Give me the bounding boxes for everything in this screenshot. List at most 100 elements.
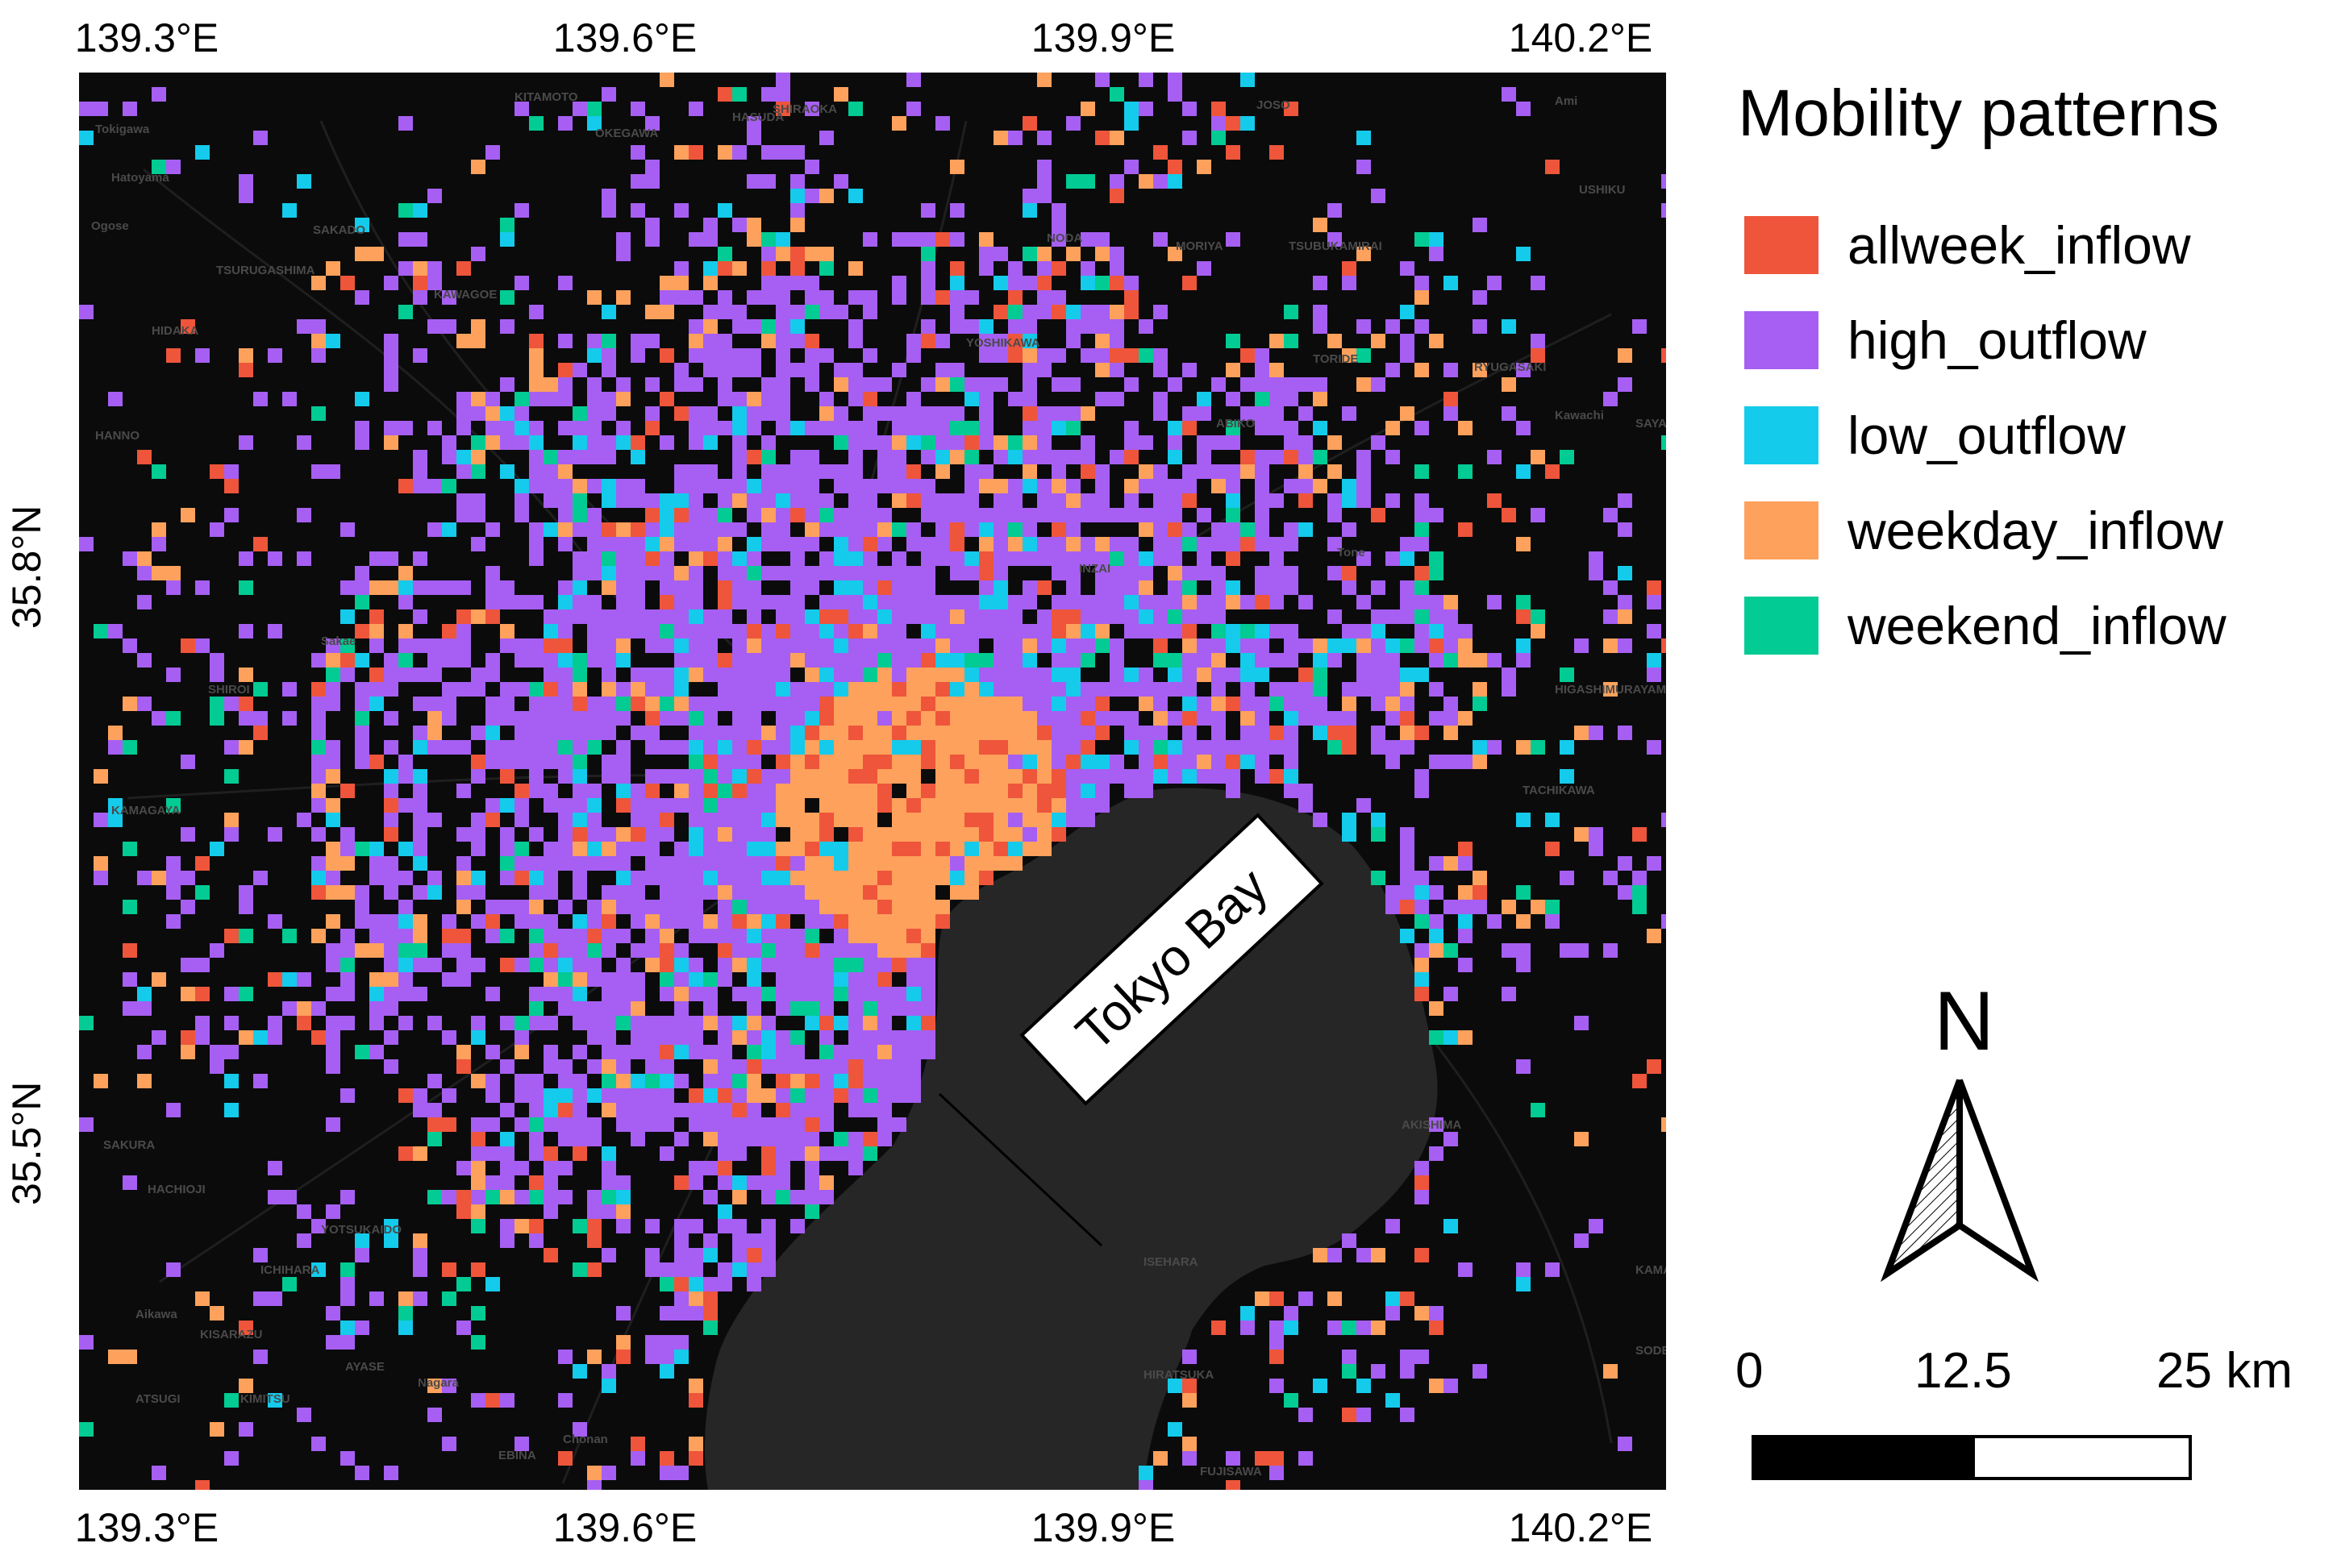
cell-high-outflow bbox=[514, 740, 529, 755]
cell-allweek-inflow bbox=[311, 682, 326, 697]
cell-weekday-inflow bbox=[747, 638, 761, 653]
cell-high-outflow bbox=[935, 551, 950, 566]
cell-high-outflow bbox=[732, 1248, 747, 1262]
cell-high-outflow bbox=[1240, 638, 1255, 653]
cell-weekend-inflow bbox=[776, 1190, 790, 1204]
cell-high-outflow bbox=[848, 435, 863, 450]
cell-high-outflow bbox=[210, 1059, 224, 1074]
cell-weekday-inflow bbox=[834, 711, 848, 726]
cell-high-outflow bbox=[819, 566, 834, 580]
cell-high-outflow bbox=[660, 1088, 674, 1103]
cell-weekday-inflow bbox=[1603, 638, 1618, 653]
cell-high-outflow bbox=[544, 1190, 558, 1204]
legend-item-weekend-inflow[interactable]: weekend_inflow bbox=[1744, 597, 2227, 655]
cell-high-outflow bbox=[718, 290, 732, 305]
map-panel[interactable]: KITAMOTO OKEGAWA SHIRAOKA HASUDA JOSO Ami Toki… bbox=[79, 73, 1666, 1490]
cell-weekday-inflow bbox=[1153, 711, 1168, 726]
cell-high-outflow bbox=[1269, 624, 1284, 638]
cell-high-outflow bbox=[935, 116, 950, 131]
cell-weekday-inflow bbox=[1618, 348, 1632, 363]
cell-high-outflow bbox=[1618, 1437, 1632, 1451]
cell-high-outflow bbox=[877, 450, 892, 464]
legend-item-high-outflow[interactable]: high_outflow bbox=[1744, 311, 2147, 369]
cell-weekend-inflow bbox=[964, 450, 979, 464]
cell-allweek-inflow bbox=[1153, 638, 1168, 653]
cell-high-outflow bbox=[645, 1350, 660, 1364]
cell-high-outflow bbox=[834, 1045, 848, 1059]
cell-low-outflow bbox=[1356, 1379, 1371, 1393]
x-tick-top-1: 139.3°E bbox=[74, 15, 219, 60]
cell-high-outflow bbox=[790, 943, 805, 958]
cell-weekday-inflow bbox=[950, 740, 964, 755]
cell-weekday-inflow bbox=[994, 435, 1008, 450]
cell-high-outflow bbox=[1095, 305, 1110, 319]
cell-weekday-inflow bbox=[398, 624, 413, 638]
cell-high-outflow bbox=[152, 711, 166, 726]
cell-weekend-inflow bbox=[123, 740, 137, 755]
cell-high-outflow bbox=[906, 958, 921, 972]
cell-high-outflow bbox=[631, 813, 645, 827]
cell-low-outflow bbox=[964, 551, 979, 566]
cell-allweek-inflow bbox=[500, 769, 514, 784]
cell-high-outflow bbox=[587, 537, 602, 551]
x-tick-top-4: 140.2°E bbox=[1508, 15, 1653, 60]
cell-allweek-inflow bbox=[1342, 261, 1356, 276]
cell-high-outflow bbox=[558, 609, 573, 624]
cell-weekday-inflow bbox=[471, 609, 485, 624]
cell-high-outflow bbox=[1110, 319, 1124, 334]
cell-weekday-inflow bbox=[311, 276, 326, 290]
cell-high-outflow bbox=[471, 842, 485, 856]
cell-high-outflow bbox=[1081, 305, 1095, 319]
cell-high-outflow bbox=[1066, 769, 1081, 784]
cell-high-outflow bbox=[1458, 624, 1473, 638]
cell-high-outflow bbox=[863, 508, 877, 522]
cell-high-outflow bbox=[1153, 305, 1168, 319]
cell-high-outflow bbox=[616, 247, 631, 261]
legend-item-allweek-inflow[interactable]: allweek_inflow bbox=[1744, 216, 2191, 274]
cell-high-outflow bbox=[848, 522, 863, 537]
cell-high-outflow bbox=[877, 1016, 892, 1030]
cell-allweek-inflow bbox=[645, 711, 660, 726]
cell-high-outflow bbox=[645, 624, 660, 638]
cell-high-outflow bbox=[776, 929, 790, 943]
cell-low-outflow bbox=[398, 1321, 413, 1335]
cell-weekday-inflow bbox=[384, 972, 398, 987]
legend-item-weekday-inflow[interactable]: weekday_inflow bbox=[1744, 501, 2223, 559]
cell-high-outflow bbox=[935, 406, 950, 421]
cell-weekend-inflow bbox=[340, 1262, 355, 1277]
cell-high-outflow bbox=[877, 958, 892, 972]
cell-high-outflow bbox=[834, 464, 848, 479]
cell-high-outflow bbox=[674, 464, 689, 479]
cell-weekday-inflow bbox=[848, 871, 863, 885]
cell-weekend-inflow bbox=[718, 508, 732, 522]
cell-high-outflow bbox=[1037, 711, 1052, 726]
cell-weekday-inflow bbox=[906, 856, 921, 871]
cell-high-outflow bbox=[340, 929, 355, 943]
cell-high-outflow bbox=[1255, 377, 1269, 392]
cell-weekday-inflow bbox=[1037, 842, 1052, 856]
cell-low-outflow bbox=[1226, 580, 1240, 595]
cell-high-outflow bbox=[1356, 551, 1371, 566]
cell-weekday-inflow bbox=[1008, 740, 1023, 755]
cell-weekday-inflow bbox=[1313, 1248, 1327, 1262]
cell-high-outflow bbox=[906, 522, 921, 537]
cell-high-outflow bbox=[1473, 900, 1487, 914]
cell-high-outflow bbox=[1443, 609, 1458, 624]
cell-allweek-inflow bbox=[805, 943, 819, 958]
cell-weekend-inflow bbox=[950, 421, 964, 435]
cell-weekday-inflow bbox=[848, 885, 863, 900]
cell-high-outflow bbox=[587, 406, 602, 421]
cell-high-outflow bbox=[805, 987, 819, 1001]
cell-high-outflow bbox=[790, 464, 805, 479]
cell-high-outflow bbox=[427, 958, 442, 972]
cell-high-outflow bbox=[529, 885, 544, 900]
cell-low-outflow bbox=[616, 1190, 631, 1204]
cell-weekday-inflow bbox=[1023, 348, 1037, 363]
cell-weekday-inflow bbox=[877, 697, 892, 711]
legend-item-low-outflow[interactable]: low_outflow bbox=[1744, 406, 2126, 464]
cell-high-outflow bbox=[703, 1117, 718, 1132]
cell-high-outflow bbox=[689, 638, 703, 653]
cell-high-outflow bbox=[674, 203, 689, 218]
cell-high-outflow bbox=[1023, 697, 1037, 711]
